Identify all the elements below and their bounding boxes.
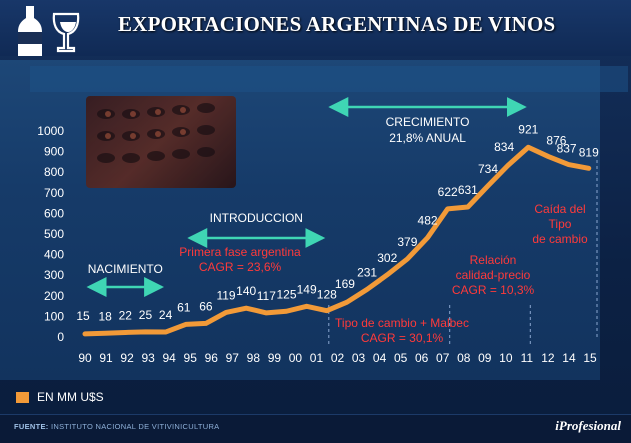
x-tick-label: 12	[541, 351, 555, 365]
x-tick-label: 11	[521, 351, 534, 365]
annotation-text: CAGR = 30,1%	[361, 331, 444, 345]
data-label: 834	[494, 140, 514, 154]
data-label: 15	[76, 309, 90, 323]
y-tick-label: 1000	[37, 124, 64, 138]
data-label: 61	[177, 300, 191, 314]
y-tick-label: 700	[44, 186, 64, 200]
legend-swatch	[16, 391, 29, 403]
series-polyline	[82, 144, 592, 337]
x-tick-label: 98	[247, 351, 261, 365]
phase-sublabel: 21,8% ANUAL	[389, 131, 466, 145]
annotation-text: CAGR = 10,3%	[452, 283, 535, 297]
data-label: 734	[478, 162, 498, 176]
data-label: 119	[216, 288, 235, 302]
x-tick-label: 15	[583, 351, 597, 365]
annotation-text: de cambio	[532, 232, 588, 246]
header-band	[0, 0, 631, 56]
phase-arrows: NACIMIENTO INTRODUCCION CRECIMIENTO 21,8% A…	[86, 97, 527, 297]
x-tick-label: 90	[78, 351, 92, 365]
data-label: 876	[546, 134, 566, 148]
data-label: 24	[159, 308, 173, 322]
source-label: FUENTE:	[14, 422, 49, 431]
legend-label: EN MM U$S	[37, 390, 104, 404]
data-label: 25	[139, 308, 153, 322]
data-label: 302	[377, 251, 397, 265]
y-tick-label: 300	[44, 268, 64, 282]
data-label: 231	[357, 265, 377, 279]
x-tick-label: 00	[289, 351, 303, 365]
y-tick-label: 100	[44, 309, 64, 323]
phase-label: CRECIMIENTO	[386, 115, 470, 129]
wine-cellar-photo	[86, 96, 236, 188]
x-tick-label: 01	[310, 351, 324, 365]
x-tick-label: 93	[141, 351, 155, 365]
y-tick-label: 900	[44, 145, 64, 159]
data-label: 140	[236, 284, 256, 298]
x-tick-label: 94	[162, 351, 176, 365]
x-tick-label: 09	[478, 351, 492, 365]
x-tick-label: 10	[499, 351, 513, 365]
x-tick-label: 06	[415, 351, 429, 365]
data-label: 125	[276, 287, 296, 301]
data-label: 128	[317, 288, 337, 302]
data-label: 18	[98, 309, 112, 323]
x-tick-label: 08	[457, 351, 471, 365]
data-label: 837	[557, 142, 577, 156]
x-axis: 90 91 92 93 94 95 96 97 98 99 00 01 02 03 04 05 06 07 08 09…	[78, 351, 597, 365]
annotation-text: calidad-precio	[456, 268, 531, 282]
x-tick-label: 97	[226, 351, 240, 365]
data-label: 149	[297, 282, 317, 296]
annotation-text: Primera fase argentina	[179, 245, 301, 259]
annotation-text: Relación	[470, 253, 517, 267]
y-tick-label: 500	[44, 227, 64, 241]
data-label: 631	[458, 183, 478, 197]
data-label: 169	[335, 277, 355, 291]
annotation-text: Tipo	[549, 217, 572, 231]
x-tick-label: 99	[268, 351, 282, 365]
data-label: 22	[119, 308, 133, 322]
y-tick-label: 800	[44, 165, 64, 179]
x-tick-label: 07	[436, 351, 450, 365]
legend: EN MM U$S	[16, 390, 104, 404]
page-title: EXPORTACIONES ARGENTINAS DE VINOS	[118, 12, 556, 36]
annotation-text: Tipo de cambio + Malbec	[335, 316, 469, 330]
x-tick-label: 03	[352, 351, 366, 365]
x-tick-label: 91	[99, 351, 113, 365]
data-label: 819	[579, 145, 599, 159]
annotation-text: Caída del	[534, 202, 585, 216]
footer-bar	[0, 414, 631, 443]
data-label: 921	[518, 122, 538, 136]
y-tick-label: 600	[44, 206, 64, 220]
source-text: INSTITUTO NACIONAL DE VITIVINICULTURA	[51, 422, 220, 431]
x-tick-label: 05	[394, 351, 408, 365]
x-tick-label: 04	[373, 351, 387, 365]
phase-label: NACIMIENTO	[88, 262, 163, 276]
y-tick-label: 0	[57, 330, 64, 344]
series-line	[82, 144, 592, 337]
data-label: 66	[199, 299, 213, 313]
x-tick-label: 92	[120, 351, 134, 365]
data-label: 379	[397, 235, 417, 249]
y-tick-label: 400	[44, 248, 64, 262]
brand-logo: iProfesional	[555, 418, 621, 433]
source-note: FUENTE: INSTITUTO NACIONAL DE VITIVINICU…	[14, 422, 219, 431]
x-tick-label: 96	[205, 351, 219, 365]
data-label: 482	[418, 214, 438, 228]
y-tick-label: 200	[44, 289, 64, 303]
x-tick-label: 95	[184, 351, 198, 365]
wine-bottle-and-glass-icon	[18, 6, 80, 56]
phase-label: INTRODUCCION	[210, 211, 303, 225]
annotation-text: CAGR = 23,6%	[199, 260, 282, 274]
x-tick-label: 02	[331, 351, 345, 365]
data-label: 622	[438, 185, 458, 199]
y-axis: 0 100 200 300 400 500 600 700 800 900 1000	[37, 124, 64, 344]
panel-strip	[30, 66, 628, 92]
x-tick-label: 14	[562, 351, 576, 365]
data-label: 117	[257, 289, 276, 303]
